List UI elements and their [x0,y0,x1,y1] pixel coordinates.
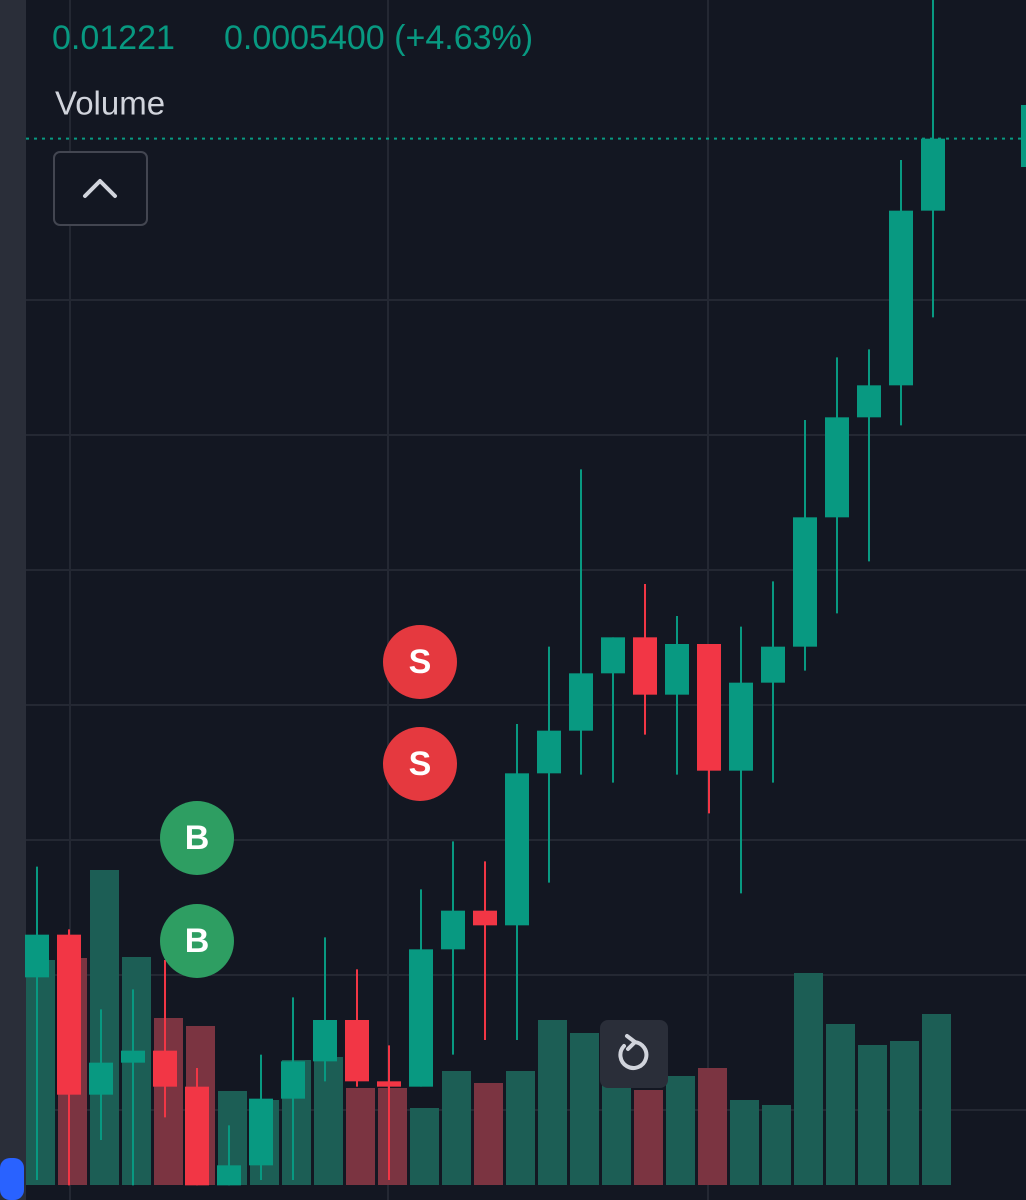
candle-body [857,385,881,418]
reset-arrow [625,1034,637,1051]
volume-bar [762,1105,791,1185]
indicator-label: Volume [55,85,165,122]
candle-body [729,682,753,771]
volume-bar [122,957,151,1185]
candle-body [217,1165,241,1186]
volume-bar [730,1100,759,1185]
volume-bar [538,1020,567,1185]
volume-bar [890,1041,919,1185]
volume-bar [794,973,823,1185]
candle-body [121,1050,145,1063]
candle-body [825,417,849,518]
candle-body [345,1020,369,1082]
last-price: 0.01221 [52,19,175,57]
candle-body [505,773,529,926]
button-frame[interactable] [53,151,148,226]
reset-icon [618,1040,649,1070]
signals: B B S S [160,625,457,978]
candle-body [601,637,625,674]
signal-label: S [409,745,432,783]
candle-body [441,910,465,950]
volume-bar [922,1014,951,1185]
signal-badge [160,904,234,978]
reset-button[interactable] [600,1020,668,1088]
signal-label: S [409,643,432,681]
candle-body [761,646,785,683]
candle-body [185,1086,209,1186]
candle-body [409,949,433,1087]
volume-bar [506,1071,535,1185]
signal-badge [383,727,457,801]
candle-body [665,644,689,695]
price-change: 0.0005400 (+4.63%) [224,19,533,57]
candle-body [921,138,945,211]
price-tag [1021,105,1026,167]
candle-body [473,910,497,926]
candle-body [25,934,49,978]
volume-bar [346,1088,375,1185]
volume-bar [826,1024,855,1185]
volume-bar [26,960,55,1185]
candle-body [889,210,913,386]
volume-bar [442,1071,471,1185]
candle-body [89,1062,113,1095]
button-frame[interactable] [600,1020,668,1088]
collapse-button[interactable] [53,151,148,226]
candle-body [377,1081,401,1087]
volume-bar [154,1018,183,1185]
candle-body [281,1061,305,1099]
volume-bar [698,1068,727,1185]
volume-bar [634,1090,663,1185]
candle-body [633,637,657,695]
volume-bar [858,1045,887,1185]
volume-bar [410,1108,439,1185]
volume-bar [474,1083,503,1185]
scroll-handle[interactable] [0,1158,24,1200]
volume-bar [666,1076,695,1185]
candle-body [249,1098,273,1166]
candle-body [569,673,593,731]
candle-body [537,730,561,774]
volume-bar [378,1088,407,1185]
volume-bar [570,1033,599,1185]
candle-body [313,1020,337,1062]
signal-label: B [185,819,210,857]
volume-bar [90,870,119,1185]
candle-body [153,1050,177,1087]
signal-badge [383,625,457,699]
candle-body [793,517,817,647]
volume-bar [314,1057,343,1185]
signal-badge [160,801,234,875]
signal-label: B [185,922,210,960]
chevron-icon [83,179,117,198]
marks [25,0,951,1186]
side-panel [0,0,26,1200]
candle-body [57,934,81,1095]
candle-body [697,644,721,771]
